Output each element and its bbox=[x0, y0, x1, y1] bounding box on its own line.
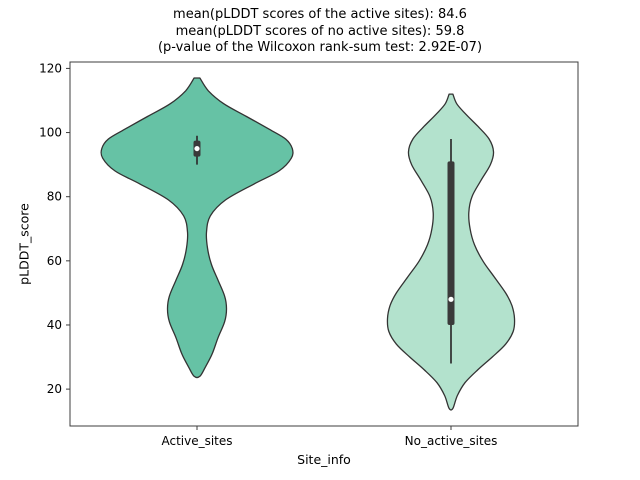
violin-active_sites bbox=[100, 77, 294, 379]
title-line-1: mean(pLDDT scores of the active sites): … bbox=[173, 7, 467, 22]
title-line-3: (p-value of the Wilcoxon rank-sum test: … bbox=[157, 40, 483, 55]
chart-title: mean(pLDDT scores of the active sites): … bbox=[0, 7, 640, 57]
boxplot-median-dot-1 bbox=[448, 296, 454, 302]
y-tick-label: 120 bbox=[39, 61, 62, 75]
y-tick-label: 40 bbox=[47, 318, 62, 332]
boxplot-box-1 bbox=[447, 161, 455, 325]
y-tick-label: 100 bbox=[39, 126, 62, 140]
boxplot-median-dot-0 bbox=[194, 145, 200, 152]
x-axis-label: Site_info bbox=[297, 452, 351, 467]
y-tick-label: 20 bbox=[47, 382, 62, 396]
y-tick-label: 80 bbox=[47, 190, 62, 204]
x-tick-label-1: Active_sites bbox=[161, 434, 232, 448]
y-axis-label: pLDDT_score bbox=[16, 203, 32, 285]
axes-spines bbox=[69, 61, 579, 427]
y-tick-label: 60 bbox=[47, 254, 62, 268]
title-line-2: mean(pLDDT scores of no active sites): 5… bbox=[175, 23, 465, 39]
x-tick-label-2: No_active_sites bbox=[405, 434, 498, 448]
